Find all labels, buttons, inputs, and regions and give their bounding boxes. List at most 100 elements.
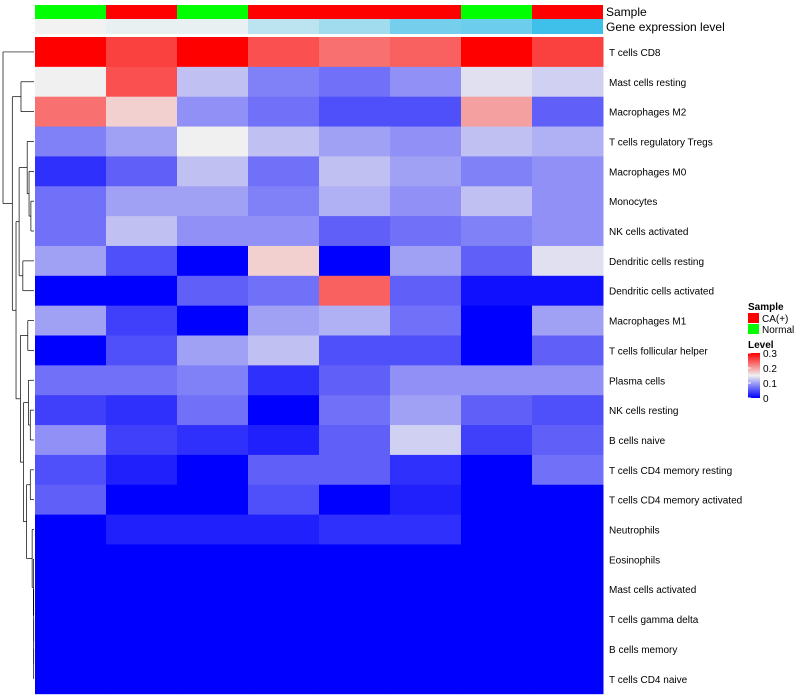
heatmap-cell (461, 484, 533, 516)
heatmap-cell (106, 395, 178, 426)
heatmap-cell (106, 574, 178, 605)
heatmap-cell (35, 126, 107, 157)
legend-sample-swatch (748, 313, 759, 323)
heatmap-cell (461, 156, 533, 187)
sample-annotation-cell (106, 5, 177, 19)
heatmap-cell (390, 245, 462, 277)
heatmap-cell (35, 156, 107, 187)
row-label: Dendritic cells resting (609, 257, 704, 268)
heatmap-cell (35, 365, 107, 396)
row-dendrogram (2, 51, 35, 680)
heatmap-cell (106, 604, 178, 635)
heatmap-cell (248, 186, 320, 217)
heatmap-cell (461, 395, 533, 426)
expression-annotation-cell (532, 19, 603, 34)
sample-annotation-cell (248, 5, 319, 19)
heatmap-cell (35, 395, 107, 426)
heatmap-cell (319, 425, 391, 456)
sample-annotation-cell (177, 5, 248, 19)
heatmap-cell (319, 216, 391, 247)
heatmap-cell (532, 604, 604, 635)
sample-annotation-cell (461, 5, 532, 19)
heatmap-cell (248, 156, 320, 187)
heatmap-cell (177, 365, 249, 396)
heatmap-cell (106, 275, 178, 307)
heatmap-cell (248, 544, 320, 575)
heatmap-cell (177, 305, 249, 336)
heatmap-cell (461, 454, 533, 486)
annotation-tracks (35, 5, 603, 34)
heatmap-cell (177, 96, 249, 128)
heatmap-cell (319, 37, 391, 68)
heatmap-cell (390, 156, 462, 187)
heatmap-cell (390, 395, 462, 426)
legend-sample-swatch (748, 324, 759, 334)
heatmap-cell (248, 335, 320, 366)
row-label: B cells naive (609, 436, 666, 447)
expression-annotation-cell (35, 19, 106, 34)
row-label: T cells gamma delta (609, 615, 699, 626)
heatmap-cell (106, 305, 178, 336)
heatmap-cell (106, 663, 178, 695)
heatmap-cell (106, 37, 178, 68)
heatmap-cell (177, 395, 249, 426)
heatmap-cell (106, 454, 178, 486)
heatmap-cell (35, 37, 107, 68)
heatmap-cell (248, 37, 320, 68)
heatmap-cell (248, 96, 320, 128)
heatmap-cell (461, 514, 533, 545)
legend-sample-title: Sample (748, 302, 784, 313)
heatmap-cell (532, 37, 604, 68)
heatmap-cell (248, 484, 320, 516)
heatmap-cell (177, 484, 249, 516)
heatmap-cell (319, 66, 391, 98)
heatmap-cell (248, 126, 320, 157)
heatmap-cell (532, 96, 604, 128)
heatmap-cell (390, 514, 462, 545)
expression-annotation-cell (106, 19, 177, 34)
row-label: Macrophages M2 (609, 108, 687, 119)
heatmap-cell (461, 425, 533, 456)
heatmap-cell (390, 604, 462, 635)
heatmap-cell (461, 245, 533, 277)
heatmap-cell (390, 454, 462, 486)
heatmap-cell (461, 37, 533, 68)
heatmap-cell (532, 634, 604, 665)
heatmap-cell (106, 425, 178, 456)
heatmap-cell (106, 156, 178, 187)
heatmap-cell (532, 275, 604, 307)
heatmap-cell (35, 634, 107, 665)
heatmap-cell (532, 365, 604, 396)
heatmap-cell (248, 574, 320, 605)
heatmap-cell (390, 37, 462, 68)
row-labels: T cells CD8 Mast cells resting Macrophages… (609, 48, 742, 686)
heatmap-cell (248, 66, 320, 98)
legend-level-colorbar (748, 353, 760, 398)
heatmap-cell (390, 216, 462, 247)
heatmap-cell (106, 186, 178, 217)
heatmap-cell (106, 126, 178, 157)
sample-annotation-cell (532, 5, 603, 19)
heatmap-cell (35, 96, 107, 128)
heatmap-cell (248, 245, 320, 277)
heatmap-cell (532, 305, 604, 336)
heatmap-cell (461, 305, 533, 336)
heatmap-cell (532, 66, 604, 98)
heatmap-cell (35, 604, 107, 635)
heatmap-cell (461, 574, 533, 605)
row-label: T cells CD4 naive (609, 675, 688, 686)
heatmap-cell (319, 275, 391, 307)
heatmap-cell (177, 574, 249, 605)
heatmap-cell (248, 663, 320, 695)
heatmap-cell (532, 663, 604, 695)
heatmap-cell (35, 514, 107, 545)
heatmap-cell (390, 335, 462, 366)
heatmap-cell (390, 96, 462, 128)
heatmap-cell (461, 663, 533, 695)
heatmap-cell (248, 365, 320, 396)
sample-annotation-cell (319, 5, 390, 19)
heatmap-cell (106, 514, 178, 545)
heatmap-cell (319, 514, 391, 545)
legend: Sample Level CA(+)Normal 0.3 0.2 0.1 0 (748, 302, 794, 405)
